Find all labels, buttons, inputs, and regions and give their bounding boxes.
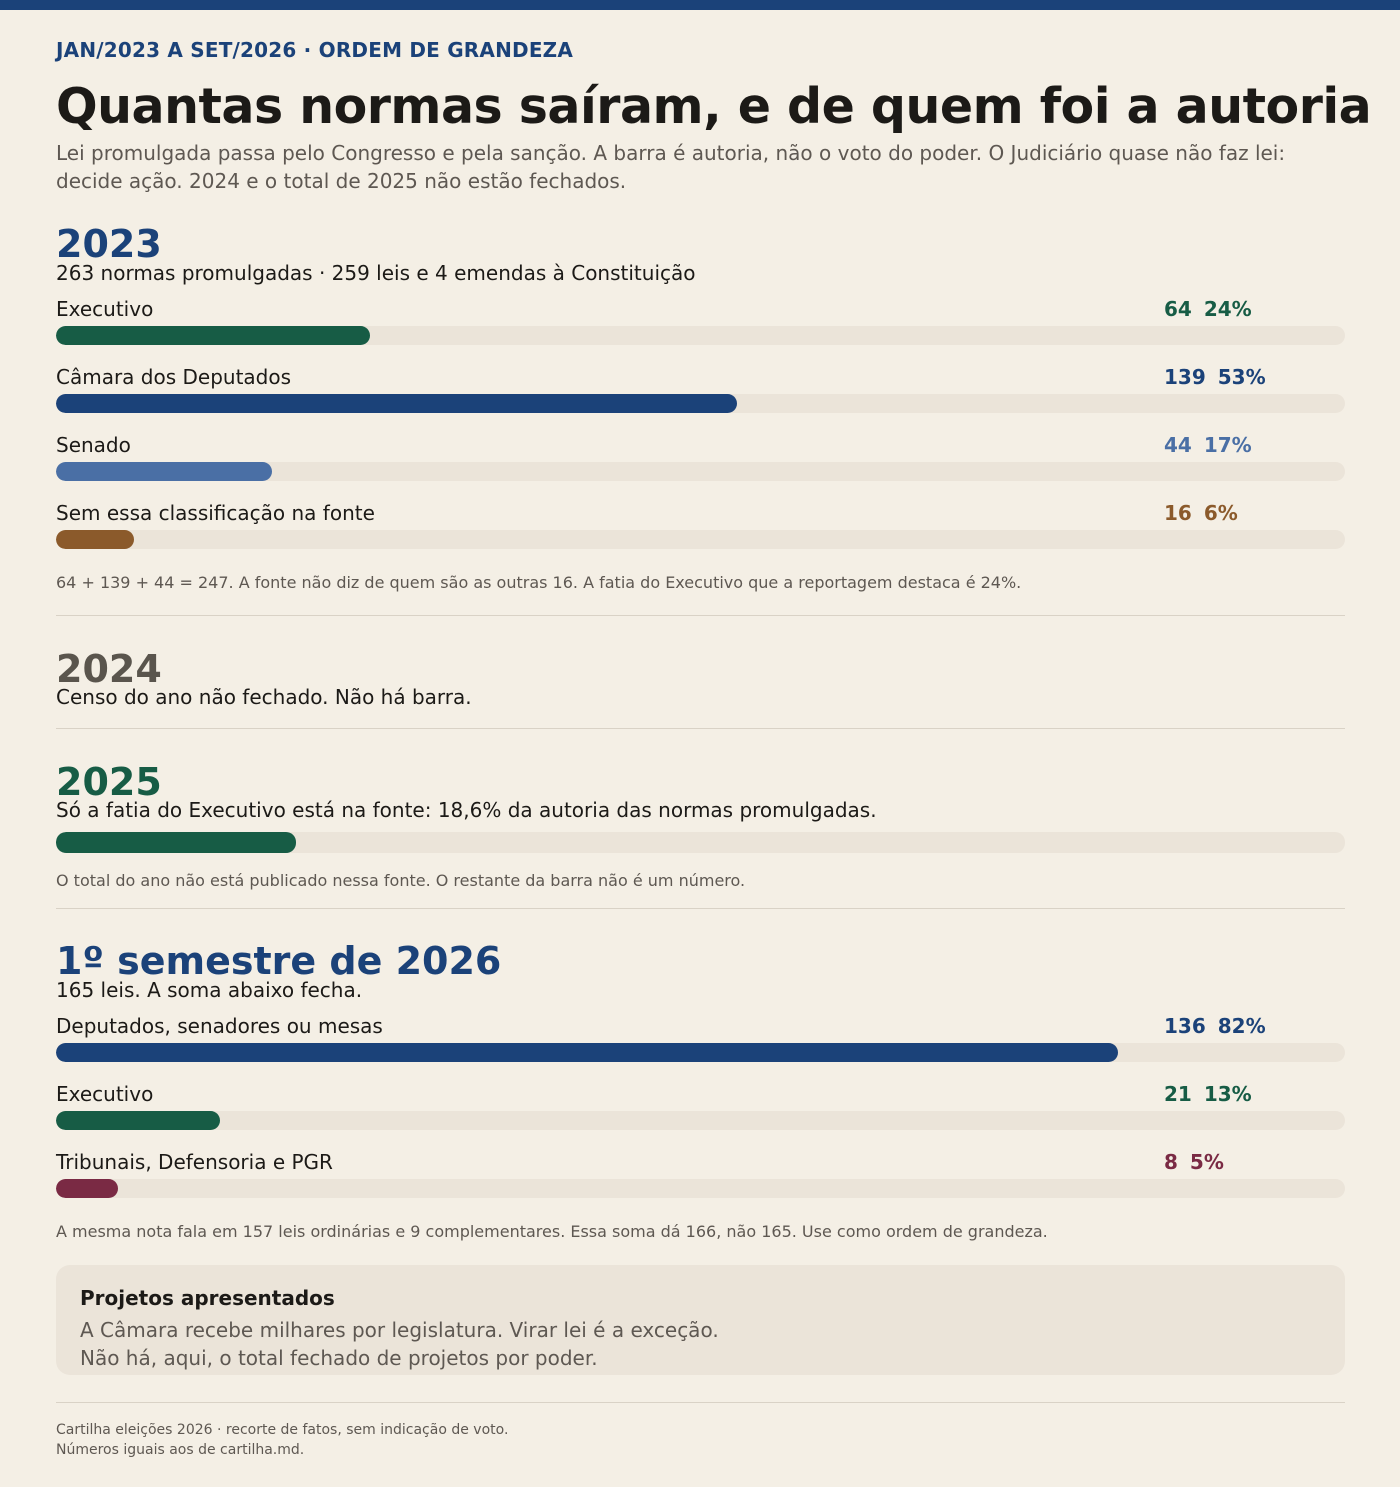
footer-line: Cartilha eleições 2026 · recorte de fato… [56,1422,509,1438]
bar-value-percent: 13% [1203,1082,1252,1106]
bar-label: Executivo [56,1082,154,1106]
bar-track [56,1043,1345,1062]
bar-value-percent: 17% [1203,433,1252,457]
year-2026-heading: 1º semestre de 2026 [56,939,502,983]
year-2023-desc: 263 normas promulgadas · 259 leis e 4 em… [56,261,696,285]
bar-value: 136 82% [1164,1014,1266,1038]
bar-value-percent: 5% [1189,1150,1224,1174]
year-2023-heading: 2023 [56,222,162,266]
bar-track [56,530,1345,549]
page-subtitle: Lei promulgada passa pelo Congresso e pe… [56,141,1286,193]
bar-value: 8 5% [1164,1150,1224,1174]
bar-value-percent: 24% [1203,297,1252,321]
callout-title: Projetos apresentados [80,1286,335,1310]
bar-executivo-2026 [56,1111,221,1130]
bar-value-percent: 6% [1203,501,1238,525]
bar-value: 139 53% [1164,365,1266,389]
year-2024-desc: Censo do ano não fechado. Não há barra. [56,685,472,709]
top-accent-bar [0,0,1400,10]
bar-value-percent: 53% [1217,365,1266,389]
bar-tribunais-2026 [56,1179,119,1198]
divider [56,615,1345,616]
bar-track [56,326,1345,345]
bar-sem-classificacao-2023 [56,530,135,549]
divider [56,1402,1345,1403]
projetos-callout: Projetos apresentados A Câmara recebe mi… [56,1265,1345,1375]
year-2026-desc: 165 leis. A soma abaixo fecha. [56,978,363,1002]
bar-label: Sem essa classificação na fonte [56,501,375,525]
bar-value: 44 17% [1164,433,1252,457]
bar-label: Câmara dos Deputados [56,365,292,389]
year-2025-desc: Só a fatia do Executivo está na fonte: 1… [56,798,877,822]
bar-value: 64 24% [1164,297,1252,321]
note-2026: A mesma nota fala em 157 leis ordinárias… [56,1222,1048,1241]
note-2023: 64 + 139 + 44 = 247. A fonte não diz de … [56,573,1022,592]
bar-label: Executivo [56,297,154,321]
bar-camara-2023 [56,394,738,413]
bar-track [56,394,1345,413]
bar-parlamentares-2026 [56,1043,1119,1062]
callout-line: Não há, aqui, o total fechado de projeto… [80,1346,598,1370]
page-title: Quantas normas saíram, e de quem foi a a… [56,78,1372,135]
year-2024-heading: 2024 [56,647,162,691]
bar-value-count: 139 [1164,365,1206,389]
bar-value-count: 8 [1164,1150,1178,1174]
callout-line: A Câmara recebe milhares por legislatura… [80,1318,719,1342]
divider [56,908,1345,909]
bar-senado-2023 [56,462,272,481]
bar-value-count: 64 [1164,297,1192,321]
bar-executivo-2023 [56,326,370,345]
footer-line: Números iguais aos de cartilha.md. [56,1442,305,1458]
note-2025: O total do ano não está publicado nessa … [56,871,746,890]
bar-track [56,832,1345,853]
bar-track [56,462,1345,481]
bar-value-count: 21 [1164,1082,1192,1106]
bar-value-count: 44 [1164,433,1192,457]
year-2025-heading: 2025 [56,760,162,804]
bar-track [56,1111,1345,1130]
bar-value-count: 16 [1164,501,1192,525]
bar-label: Deputados, senadores ou mesas [56,1014,383,1038]
divider [56,728,1345,729]
kicker: JAN/2023 A SET/2026 · ORDEM DE GRANDEZA [56,38,574,62]
bar-value: 16 6% [1164,501,1238,525]
bar-track [56,1179,1345,1198]
bar-value: 21 13% [1164,1082,1252,1106]
bar-value-percent: 82% [1217,1014,1266,1038]
bar-value-count: 136 [1164,1014,1206,1038]
bar-label: Tribunais, Defensoria e PGR [56,1150,333,1174]
bar-executivo-2025 [56,832,296,853]
bar-label: Senado [56,433,131,457]
